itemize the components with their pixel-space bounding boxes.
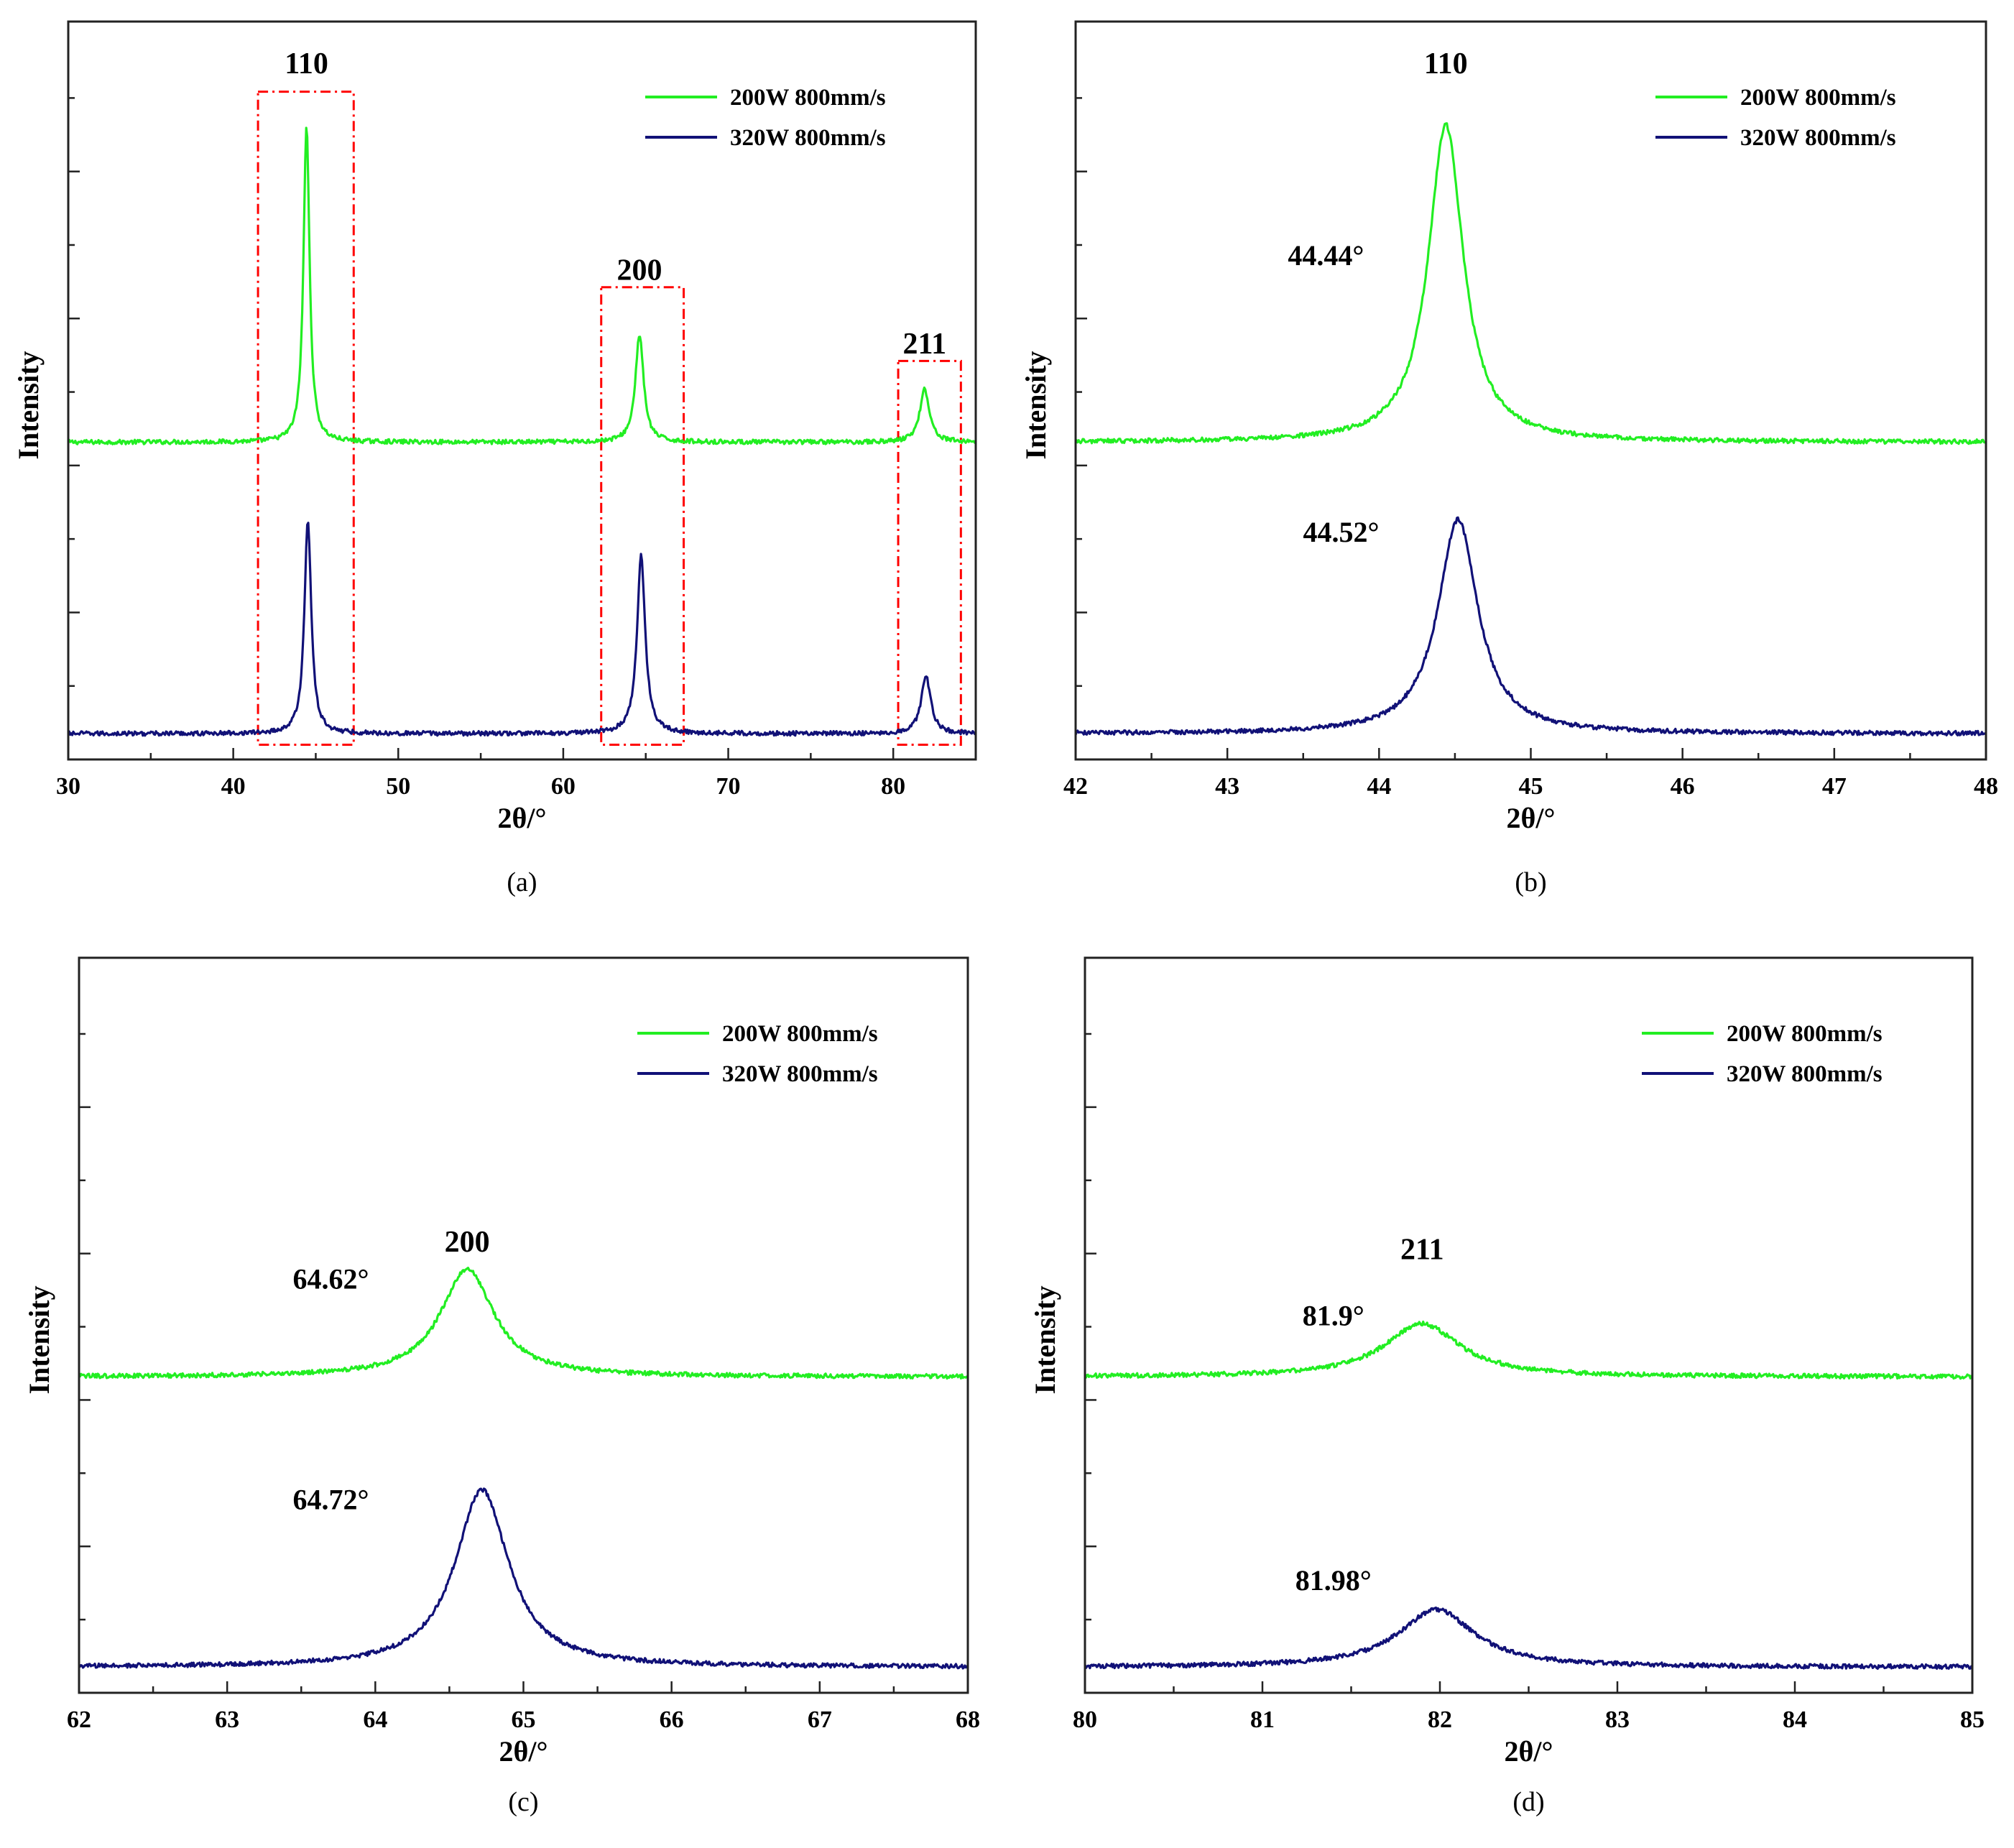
panel-d-x-tick-label: 84 bbox=[1783, 1706, 1807, 1733]
panel-a-series-line-320w bbox=[67, 522, 977, 737]
panel-a-x-tick-label: 80 bbox=[881, 773, 905, 800]
panel-a-x-tick-label: 50 bbox=[386, 773, 410, 800]
panel-a-peak-label-110: 110 bbox=[285, 47, 328, 80]
panel-b-y-axis-label: Intensity bbox=[1020, 351, 1052, 459]
panel-b-x-tick-label: 43 bbox=[1215, 773, 1239, 800]
panel-a-series-line-200w bbox=[67, 126, 976, 445]
panel-d-x-tick-label: 80 bbox=[1073, 1706, 1097, 1733]
panel-c-x-tick-label: 65 bbox=[512, 1706, 536, 1733]
panel-a-x-tick-label: 60 bbox=[551, 773, 576, 800]
panel-b-peak-label-110: 110 bbox=[1424, 47, 1468, 80]
panel-c-peak-label-200: 200 bbox=[445, 1226, 490, 1259]
panel-a-peak-label-200: 200 bbox=[617, 254, 662, 287]
panel-a-x-tick-label: 40 bbox=[221, 773, 246, 800]
panel-a-plot-frame bbox=[67, 20, 977, 761]
panel-b-angle-annotation: 44.44° bbox=[1288, 239, 1364, 272]
panel-d-x-tick-label: 81 bbox=[1250, 1706, 1275, 1733]
panel-c-angle-annotation: 64.72° bbox=[292, 1483, 369, 1515]
panel-b-x-tick-label: 42 bbox=[1063, 773, 1088, 800]
panel-a-highlight-box-3 bbox=[897, 359, 962, 746]
panel-d-angle-annotation: 81.9° bbox=[1303, 1300, 1364, 1332]
panel-d-y-axis-label: Intensity bbox=[1029, 1285, 1061, 1394]
panel-a-highlight-box-1 bbox=[257, 91, 355, 746]
panel-d-peak-label-211: 211 bbox=[1400, 1233, 1444, 1266]
panel-c-x-axis-label: 2θ/° bbox=[499, 1735, 548, 1768]
panel-a-legend-label-1: 200W 800mm/s bbox=[730, 85, 886, 111]
panel-b-legend-label-1: 200W 800mm/s bbox=[1740, 85, 1896, 111]
panel-c-x-tick-label: 62 bbox=[67, 1706, 91, 1733]
panel-c-x-tick-label: 66 bbox=[660, 1706, 684, 1733]
panel-b-x-tick-label: 45 bbox=[1519, 773, 1543, 800]
panel-b-x-tick-label: 48 bbox=[1974, 773, 1998, 800]
panel-c-x-tick-label: 67 bbox=[808, 1706, 832, 1733]
panel-a-x-tick-label: 70 bbox=[716, 773, 741, 800]
panel-d-series-line-200w bbox=[1084, 1320, 1974, 1380]
panel-b-x-tick-label: 46 bbox=[1671, 773, 1695, 800]
panel-d-x-tick-label: 83 bbox=[1605, 1706, 1630, 1733]
panel-c-y-axis-label: Intensity bbox=[23, 1285, 55, 1394]
panel-b-angle-annotation: 44.52° bbox=[1303, 516, 1380, 548]
panel-d-x-axis-label: 2θ/° bbox=[1505, 1735, 1553, 1768]
panel-b-legend-label-2: 320W 800mm/s bbox=[1740, 125, 1896, 151]
panel-d-x-tick-label: 82 bbox=[1428, 1706, 1452, 1733]
panel-d-x-tick-label: 85 bbox=[1960, 1706, 1985, 1733]
panel-c-series-line-320w bbox=[78, 1487, 969, 1670]
panel-d-legend-label-1: 200W 800mm/s bbox=[1727, 1021, 1883, 1047]
panel-b-x-axis-label: 2θ/° bbox=[1507, 802, 1556, 834]
panel-c-series-line-200w bbox=[78, 1267, 969, 1380]
panel-b-series-line-200w bbox=[1074, 122, 1987, 445]
panel-c-x-tick-label: 68 bbox=[956, 1706, 980, 1733]
panel-b-series-line-320w bbox=[1074, 516, 1987, 736]
panel-a-y-axis-label: Intensity bbox=[12, 351, 45, 459]
panel-b-x-tick-label: 44 bbox=[1367, 773, 1391, 800]
panel-b-x-tick-label: 47 bbox=[1822, 773, 1847, 800]
panel-a-x-tick-label: 30 bbox=[56, 773, 80, 800]
panel-d-caption: (d) bbox=[1512, 1787, 1544, 1817]
panel-a-caption: (a) bbox=[507, 867, 537, 897]
panel-d-legend-label-2: 320W 800mm/s bbox=[1727, 1061, 1883, 1087]
panel-d-series-line-320w bbox=[1084, 1606, 1973, 1671]
panel-a-peak-label-211: 211 bbox=[902, 328, 946, 361]
panel-b-caption: (b) bbox=[1515, 867, 1546, 897]
panel-a-x-axis-label: 2θ/° bbox=[498, 802, 547, 834]
panel-c-x-tick-label: 64 bbox=[363, 1706, 387, 1733]
panel-a-legend-label-2: 320W 800mm/s bbox=[730, 125, 886, 151]
panel-c-caption: (c) bbox=[508, 1787, 538, 1817]
panel-c-angle-annotation: 64.62° bbox=[292, 1262, 369, 1295]
panel-c-legend-label-1: 200W 800mm/s bbox=[722, 1021, 878, 1047]
panel-c-x-tick-label: 63 bbox=[215, 1706, 239, 1733]
panel-d-angle-annotation: 81.98° bbox=[1295, 1564, 1372, 1597]
panel-c-legend-label-2: 320W 800mm/s bbox=[722, 1061, 878, 1087]
